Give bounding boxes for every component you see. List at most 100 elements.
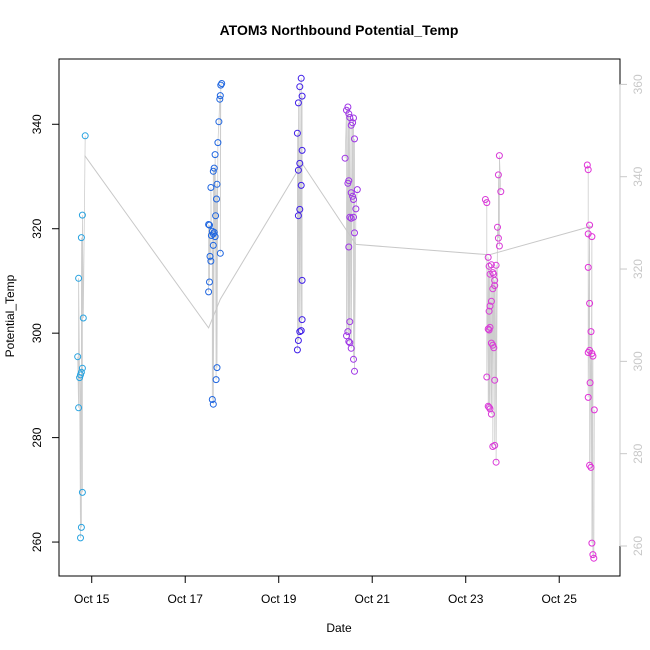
mean-line-layer xyxy=(84,155,593,329)
profile-trace xyxy=(297,78,303,350)
data-point xyxy=(587,463,595,471)
data-point xyxy=(344,328,352,336)
y2-tick-label: 300 xyxy=(631,351,645,371)
y-tick-label: 280 xyxy=(30,427,44,447)
data-point xyxy=(293,346,301,354)
data-point xyxy=(485,307,493,315)
data-point xyxy=(77,534,84,542)
data-point xyxy=(483,373,491,381)
data-point xyxy=(205,288,213,296)
data-point xyxy=(78,488,86,496)
data-point xyxy=(587,328,595,336)
data-point xyxy=(216,92,224,100)
data-point xyxy=(213,180,221,188)
y2-tick-label: 360 xyxy=(631,74,645,94)
data-point xyxy=(210,228,218,236)
data-point xyxy=(588,539,596,547)
data-point xyxy=(206,252,214,260)
data-point xyxy=(586,221,594,229)
data-point xyxy=(298,146,306,154)
data-point xyxy=(78,211,86,219)
data-points-layer xyxy=(74,74,598,562)
data-point xyxy=(296,159,304,167)
data-point xyxy=(495,242,503,250)
data-point xyxy=(209,241,217,249)
data-point xyxy=(584,263,592,271)
data-point xyxy=(211,151,219,159)
data-point xyxy=(213,364,221,372)
data-point xyxy=(347,344,355,352)
plot-frame xyxy=(58,58,621,577)
data-point xyxy=(491,276,499,284)
data-point xyxy=(489,269,497,277)
data-point xyxy=(349,192,357,200)
data-point xyxy=(588,233,596,241)
x-tick-label: Oct 17 xyxy=(168,592,204,606)
data-point xyxy=(344,103,352,111)
y-tick-label: 320 xyxy=(30,218,44,238)
data-point xyxy=(298,316,306,324)
data-point xyxy=(343,332,350,340)
data-point xyxy=(492,458,500,466)
data-point xyxy=(293,129,301,137)
data-point xyxy=(351,135,358,143)
data-point xyxy=(296,83,304,91)
data-point xyxy=(207,184,215,191)
data-point xyxy=(351,229,358,237)
x-tick-label: Oct 19 xyxy=(261,592,297,606)
data-point xyxy=(297,327,305,335)
data-point xyxy=(214,139,222,147)
y2-tick-label: 340 xyxy=(631,166,645,186)
data-point xyxy=(75,404,83,412)
data-point xyxy=(298,92,306,100)
data-point xyxy=(298,276,306,284)
axes-layer: Oct 15 Oct 17 Oct 19 Oct 21 Oct 23 Oct 25 260 2… xyxy=(30,74,645,606)
data-point xyxy=(486,323,494,331)
data-point xyxy=(213,195,220,203)
data-point xyxy=(346,213,354,221)
data-point xyxy=(486,302,494,310)
data-point xyxy=(353,186,361,194)
chart-title: ATOM3 Northbound Potential_Temp xyxy=(220,22,459,38)
data-point xyxy=(486,405,494,413)
data-point xyxy=(347,189,355,197)
data-point xyxy=(487,410,495,418)
data-point xyxy=(294,166,302,174)
data-point xyxy=(483,199,491,207)
spike-lines-layer xyxy=(77,78,595,559)
data-point xyxy=(350,114,357,122)
data-point xyxy=(77,523,85,531)
data-point xyxy=(79,314,87,322)
data-point xyxy=(487,261,495,269)
data-point xyxy=(350,196,357,203)
data-point xyxy=(208,396,216,403)
data-point xyxy=(494,234,502,242)
data-point xyxy=(75,274,83,282)
data-point xyxy=(494,171,502,179)
profile-trace xyxy=(586,164,595,559)
data-point xyxy=(487,297,495,305)
profile-trace xyxy=(77,135,86,538)
data-point xyxy=(344,179,352,187)
data-point xyxy=(346,114,354,121)
data-point xyxy=(209,167,217,175)
data-point xyxy=(74,353,82,361)
data-point xyxy=(491,376,499,384)
data-point xyxy=(350,355,357,363)
data-point xyxy=(583,161,591,169)
data-point xyxy=(212,376,220,384)
x-axis-label: Date xyxy=(326,621,352,635)
x-tick-label: Oct 23 xyxy=(448,592,484,606)
data-point xyxy=(490,344,498,352)
data-point xyxy=(586,299,594,307)
data-point xyxy=(351,367,358,375)
data-point xyxy=(218,80,226,87)
data-point xyxy=(206,278,213,286)
y2-tick-label: 320 xyxy=(631,259,645,279)
data-point xyxy=(210,164,218,172)
data-point xyxy=(296,328,304,336)
data-point xyxy=(78,364,86,372)
data-point xyxy=(495,152,503,160)
y-tick-label: 340 xyxy=(30,114,44,134)
